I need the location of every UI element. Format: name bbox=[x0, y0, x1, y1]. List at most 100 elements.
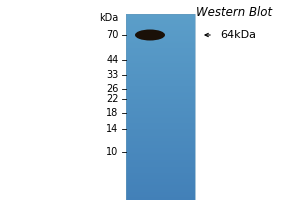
Polygon shape bbox=[126, 148, 195, 149]
Polygon shape bbox=[126, 29, 195, 30]
Polygon shape bbox=[126, 105, 195, 106]
Polygon shape bbox=[126, 147, 195, 148]
Polygon shape bbox=[126, 99, 195, 100]
Polygon shape bbox=[126, 165, 195, 166]
Polygon shape bbox=[126, 97, 195, 98]
Polygon shape bbox=[126, 131, 195, 132]
Polygon shape bbox=[126, 24, 195, 25]
Polygon shape bbox=[126, 22, 195, 23]
Polygon shape bbox=[126, 21, 195, 22]
Polygon shape bbox=[126, 178, 195, 179]
Polygon shape bbox=[126, 175, 195, 176]
Polygon shape bbox=[126, 47, 195, 48]
Polygon shape bbox=[126, 60, 195, 61]
Polygon shape bbox=[126, 185, 195, 186]
Polygon shape bbox=[126, 166, 195, 167]
Polygon shape bbox=[126, 54, 195, 55]
Polygon shape bbox=[126, 164, 195, 165]
Polygon shape bbox=[126, 122, 195, 123]
Ellipse shape bbox=[135, 29, 165, 40]
Polygon shape bbox=[126, 149, 195, 150]
Polygon shape bbox=[126, 27, 195, 28]
Polygon shape bbox=[126, 55, 195, 56]
Polygon shape bbox=[126, 128, 195, 129]
Polygon shape bbox=[126, 74, 195, 75]
Polygon shape bbox=[126, 181, 195, 182]
Polygon shape bbox=[126, 84, 195, 85]
Polygon shape bbox=[126, 37, 195, 38]
Polygon shape bbox=[126, 114, 195, 115]
Polygon shape bbox=[126, 89, 195, 90]
Polygon shape bbox=[126, 53, 195, 54]
Polygon shape bbox=[126, 167, 195, 168]
Polygon shape bbox=[126, 77, 195, 78]
Text: 14: 14 bbox=[106, 124, 118, 134]
Polygon shape bbox=[126, 179, 195, 180]
Polygon shape bbox=[126, 49, 195, 50]
Polygon shape bbox=[126, 41, 195, 42]
Polygon shape bbox=[126, 191, 195, 192]
Polygon shape bbox=[126, 154, 195, 155]
Polygon shape bbox=[126, 138, 195, 139]
Polygon shape bbox=[126, 157, 195, 158]
Polygon shape bbox=[126, 16, 195, 17]
Polygon shape bbox=[126, 171, 195, 172]
Polygon shape bbox=[126, 140, 195, 141]
Polygon shape bbox=[126, 17, 195, 18]
Polygon shape bbox=[126, 30, 195, 31]
Polygon shape bbox=[126, 28, 195, 29]
Polygon shape bbox=[126, 153, 195, 154]
Polygon shape bbox=[126, 199, 195, 200]
Polygon shape bbox=[126, 144, 195, 145]
Polygon shape bbox=[126, 113, 195, 114]
Polygon shape bbox=[126, 196, 195, 197]
Polygon shape bbox=[126, 146, 195, 147]
Polygon shape bbox=[126, 18, 195, 19]
Polygon shape bbox=[126, 150, 195, 151]
Polygon shape bbox=[126, 32, 195, 33]
Polygon shape bbox=[126, 161, 195, 162]
Polygon shape bbox=[126, 198, 195, 199]
Polygon shape bbox=[126, 160, 195, 161]
Polygon shape bbox=[126, 158, 195, 159]
Polygon shape bbox=[126, 183, 195, 184]
Polygon shape bbox=[126, 64, 195, 65]
Polygon shape bbox=[126, 26, 195, 27]
Polygon shape bbox=[126, 127, 195, 128]
Polygon shape bbox=[126, 130, 195, 131]
Polygon shape bbox=[126, 189, 195, 190]
Polygon shape bbox=[126, 85, 195, 86]
Polygon shape bbox=[126, 118, 195, 119]
Text: 70: 70 bbox=[106, 30, 118, 40]
Polygon shape bbox=[126, 51, 195, 52]
Polygon shape bbox=[126, 68, 195, 69]
Polygon shape bbox=[126, 45, 195, 46]
Polygon shape bbox=[126, 180, 195, 181]
Polygon shape bbox=[126, 96, 195, 97]
Polygon shape bbox=[126, 163, 195, 164]
Polygon shape bbox=[126, 82, 195, 83]
Polygon shape bbox=[126, 101, 195, 102]
Text: kDa: kDa bbox=[99, 13, 119, 23]
Polygon shape bbox=[126, 162, 195, 163]
Polygon shape bbox=[126, 88, 195, 89]
Bar bbox=[126, 14, 195, 200]
Polygon shape bbox=[126, 57, 195, 58]
Polygon shape bbox=[126, 90, 195, 91]
Polygon shape bbox=[126, 104, 195, 105]
Polygon shape bbox=[126, 143, 195, 144]
Polygon shape bbox=[126, 61, 195, 62]
Text: 22: 22 bbox=[106, 94, 118, 104]
Polygon shape bbox=[126, 194, 195, 195]
Polygon shape bbox=[126, 192, 195, 193]
Polygon shape bbox=[126, 78, 195, 79]
Text: 33: 33 bbox=[106, 70, 118, 80]
Polygon shape bbox=[126, 120, 195, 121]
Text: Western Blot: Western Blot bbox=[196, 6, 272, 19]
Text: 64kDa: 64kDa bbox=[220, 30, 256, 40]
Polygon shape bbox=[126, 69, 195, 70]
Polygon shape bbox=[126, 100, 195, 101]
Polygon shape bbox=[126, 80, 195, 81]
Polygon shape bbox=[126, 35, 195, 36]
Polygon shape bbox=[126, 79, 195, 80]
